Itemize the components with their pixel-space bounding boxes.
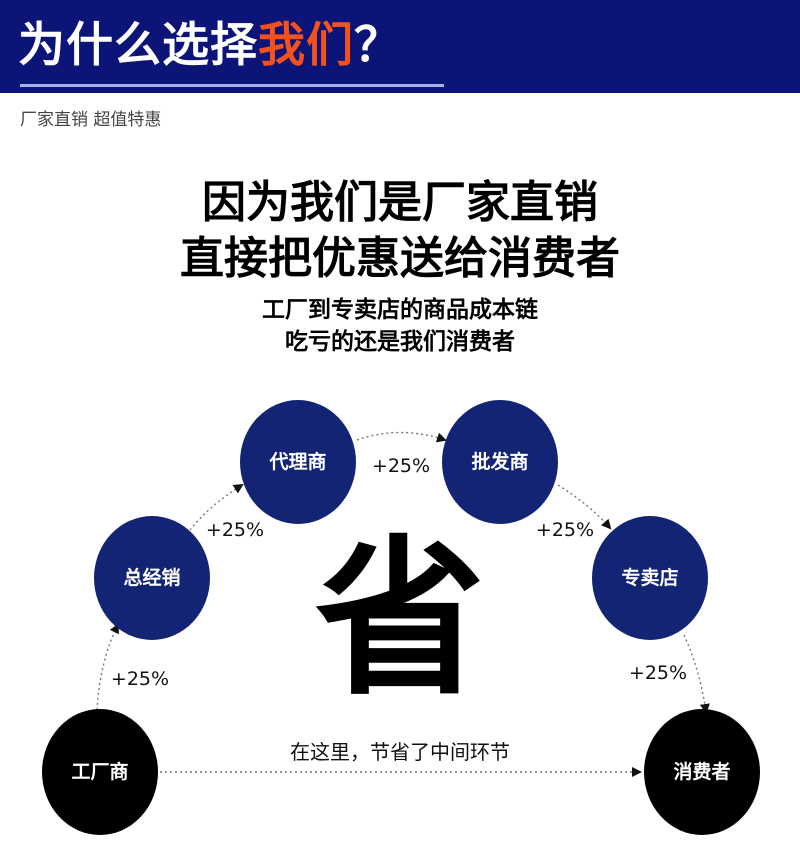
node-circle: [592, 516, 708, 640]
savings-note: 在这里，节省了中间环节: [290, 740, 510, 764]
title-highlight: 我们: [258, 18, 354, 73]
node-label: 工厂商: [71, 760, 128, 783]
node-circle: [644, 709, 760, 835]
node-general-distributor: 总经销: [94, 516, 210, 640]
title-underline: [20, 84, 444, 87]
markup-label: +25%: [111, 668, 169, 690]
link-factory-distributor: [96, 623, 119, 711]
headline-line1: 因为我们是厂家直销: [202, 177, 598, 228]
header-banner: 为什么选择我们？: [0, 0, 800, 93]
subheadline-line2: 吃亏的还是我们消费者: [285, 329, 515, 355]
subheadline-line1: 工厂到专卖店的商品成本链: [262, 297, 538, 323]
node-circle: [240, 400, 356, 524]
markup-label: +25%: [206, 519, 264, 541]
headline-line2: 直接把优惠送给消费者: [180, 233, 620, 284]
subtitle: 厂家直销 超值特惠: [20, 110, 162, 130]
title-suffix: ？: [354, 18, 402, 73]
node-label: 代理商: [268, 450, 326, 473]
node-label: 批发商: [471, 450, 528, 473]
markup-label: +25%: [536, 519, 594, 541]
markup-label: +25%: [372, 455, 430, 477]
page-title: 为什么选择我们？: [18, 18, 402, 74]
link-distributor-agent: [189, 483, 244, 531]
node-wholesaler: 批发商: [442, 400, 558, 524]
node-store: 专卖店: [592, 516, 708, 640]
link-agent-wholesaler: [356, 431, 447, 443]
link-store-consumer: [683, 634, 710, 714]
node-consumer: 消费者: [644, 709, 760, 835]
node-factory: 工厂商: [42, 709, 158, 835]
node-label: 专卖店: [621, 566, 678, 589]
node-circle: [442, 400, 558, 524]
node-agent: 代理商: [240, 400, 356, 524]
markup-label: +25%: [629, 662, 687, 684]
center-character: 省: [315, 521, 485, 719]
node-circle: [42, 709, 158, 835]
node-label: 消费者: [673, 760, 730, 783]
node-circle: [94, 516, 210, 640]
node-label: 总经销: [123, 566, 180, 589]
link-wholesaler-store: [557, 484, 612, 530]
title-main: 为什么选择: [18, 18, 258, 73]
